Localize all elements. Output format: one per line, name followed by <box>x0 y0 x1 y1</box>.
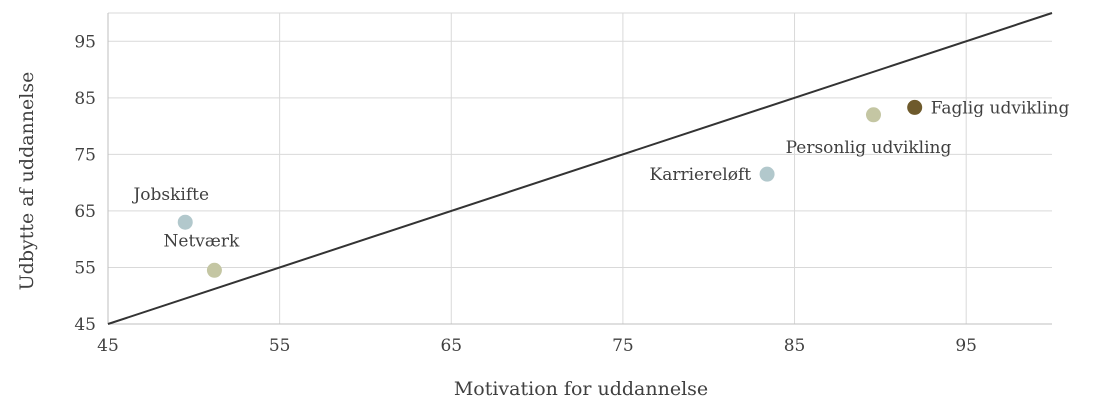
y-tick-label: 55 <box>74 258 96 278</box>
data-point <box>759 166 775 182</box>
x-tick-label: 65 <box>440 336 462 356</box>
data-point <box>206 262 222 278</box>
y-tick-label: 45 <box>74 315 96 335</box>
data-points <box>177 99 923 278</box>
y-tick-label: 95 <box>74 32 96 52</box>
x-tick-label: 45 <box>97 336 119 356</box>
reference-line <box>107 12 1053 325</box>
tick-labels: 45 55 65 75 85 95 45 55 65 75 85 95 <box>74 32 977 356</box>
data-point <box>865 107 881 123</box>
data-point <box>177 214 193 230</box>
y-axis-title: Udbytte af uddannelse <box>16 72 38 291</box>
axes <box>107 13 1052 325</box>
y-tick-label: 65 <box>74 202 96 222</box>
reference-line-layer <box>107 12 1053 325</box>
y-tick-label: 75 <box>74 145 96 165</box>
y-tick-label: 85 <box>74 89 96 109</box>
point-label: Netværk <box>164 231 240 251</box>
x-axis-title: Motivation for uddannelse <box>454 378 708 400</box>
data-point <box>907 99 923 115</box>
point-label: Karriereløft <box>650 165 752 185</box>
point-label: Jobskifte <box>131 185 209 205</box>
point-labels: Jobskifte Netværk Karriereløft Personlig ud… <box>131 98 1069 251</box>
x-tick-label: 55 <box>269 336 291 356</box>
x-tick-label: 95 <box>955 336 977 356</box>
point-label: Faglig udvikling <box>931 98 1070 118</box>
point-label: Personlig udvikling <box>786 138 952 158</box>
x-tick-label: 75 <box>612 336 634 356</box>
gridlines <box>108 12 1052 324</box>
x-tick-label: 85 <box>784 336 806 356</box>
